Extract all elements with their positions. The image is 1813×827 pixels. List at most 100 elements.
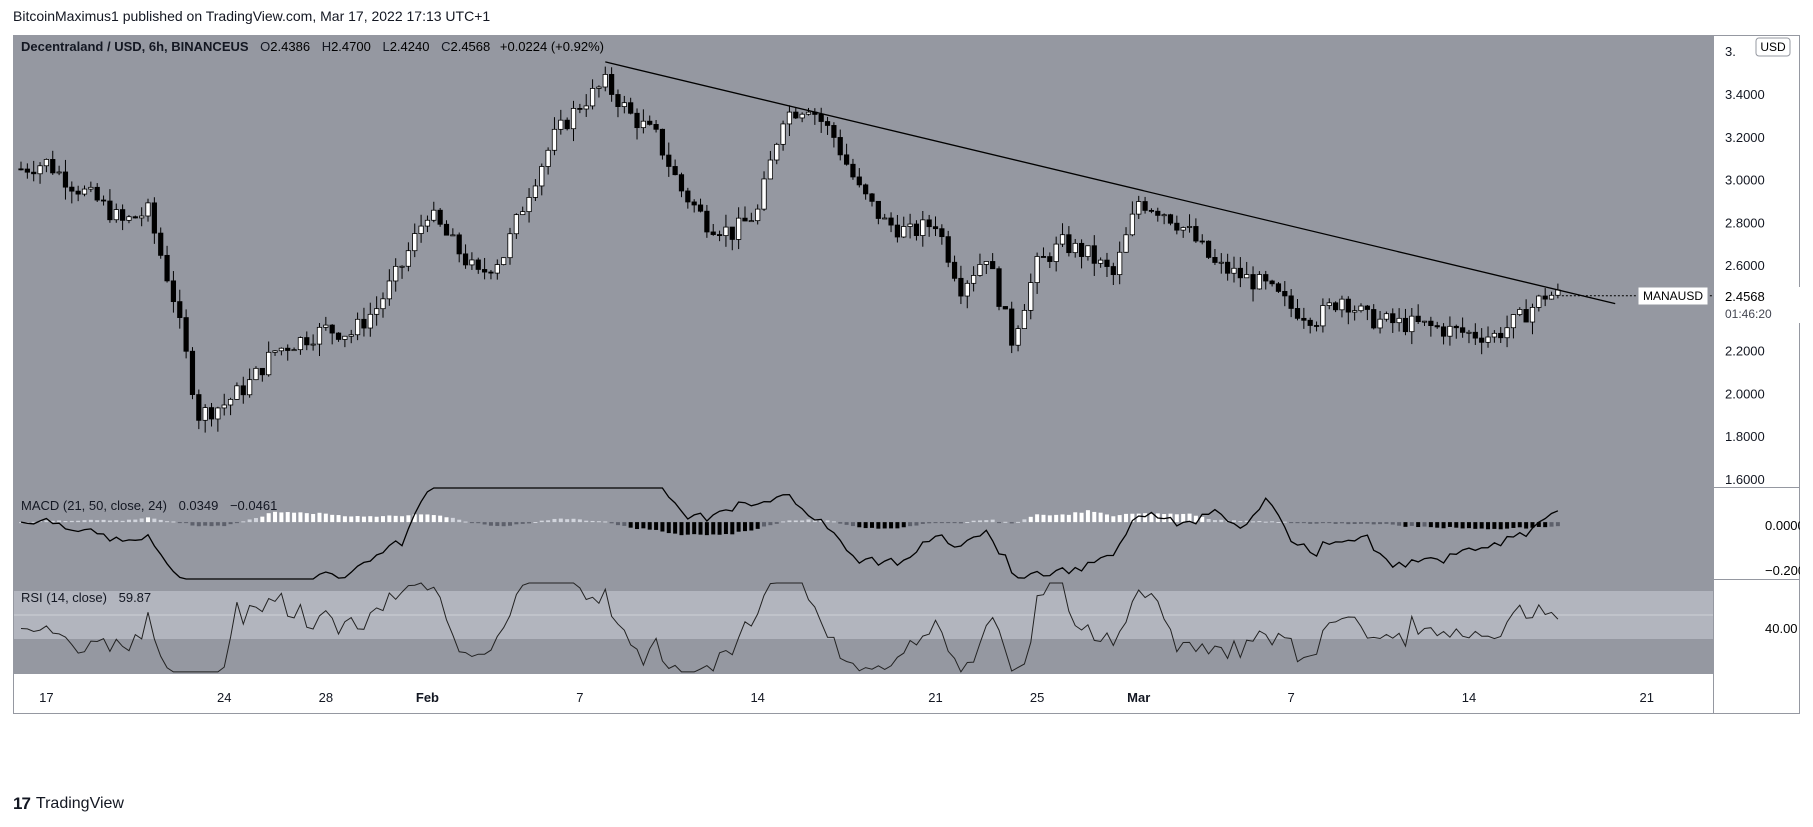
macd-bar (742, 522, 747, 532)
descending-trendline[interactable] (605, 61, 1616, 305)
macd-bar (577, 519, 582, 523)
candle-down (335, 332, 342, 340)
candle-down (1110, 266, 1116, 276)
publish-header: BitcoinMaximus1 published on TradingView… (13, 8, 491, 24)
macd-bar (1479, 522, 1484, 529)
candle-up (1548, 294, 1555, 300)
macd-tick-1: −0.2000 (1765, 563, 1800, 578)
macd-bar (495, 522, 500, 526)
candle-up (1218, 261, 1224, 264)
candle-down (1225, 261, 1231, 274)
macd-bar (730, 522, 735, 535)
price-axis[interactable] (1714, 35, 1800, 675)
macd-bar (126, 519, 131, 523)
macd-bar (342, 516, 347, 523)
time-tick-label: 14 (1462, 690, 1476, 705)
candle-down (850, 163, 856, 178)
candle-down (1047, 256, 1053, 262)
candle-up (1447, 325, 1453, 337)
macd-line (20, 487, 1559, 580)
candle-down (996, 268, 1002, 307)
macd-bar (1320, 522, 1325, 524)
macd-bar (273, 511, 278, 523)
macd-bar (717, 522, 722, 535)
macd-bar (412, 514, 417, 523)
candle-up (901, 226, 907, 238)
candle-up (1129, 213, 1135, 236)
price-tick-label: 3.2000 (1725, 130, 1765, 145)
chart-svg[interactable]: Decentraland / USD, 6h, BINANCEUS O2.438… (13, 35, 1812, 782)
time-tick-label: 7 (1288, 690, 1295, 705)
candle-down (329, 324, 335, 334)
macd-bar (539, 520, 544, 523)
candle-up (316, 326, 323, 345)
macd-bar (387, 515, 392, 523)
macd-bar (139, 518, 144, 523)
tradingview-logo-icon[interactable]: 17 (13, 794, 31, 813)
candle-up (399, 265, 405, 268)
macd-bar (603, 521, 608, 523)
macd-bar (654, 522, 659, 530)
price-pane[interactable] (13, 35, 1713, 487)
candle-up (621, 102, 627, 107)
countdown-label: 01:46:20 (1725, 307, 1772, 321)
last-price-label: 2.4568 (1725, 289, 1765, 304)
currency-badge[interactable] (1755, 37, 1791, 57)
footer-brand[interactable]: TradingView (35, 795, 124, 812)
candle-down (1269, 280, 1275, 285)
macd-bar (1212, 520, 1217, 523)
macd-bar (1041, 514, 1046, 523)
macd-bar (800, 520, 805, 523)
price-tick-label: 2.2000 (1725, 344, 1765, 359)
candle-down (831, 125, 837, 138)
time-tick-labels: 17 24 28 Feb 7 14 21 25 Mar 7 14 21 (39, 690, 1654, 705)
candle-down (615, 94, 621, 107)
candle-up (43, 159, 50, 167)
macd-title: MACD (21, 50, close, 24) (21, 498, 167, 513)
candle-down (164, 254, 170, 282)
price-tick-label: 3.0000 (1725, 173, 1765, 188)
macd-bar (844, 522, 849, 525)
macd-bar (1308, 522, 1313, 524)
macd-bar (787, 520, 792, 523)
macd-bar (615, 522, 620, 526)
candle-down (183, 317, 189, 352)
macd-bar (876, 522, 881, 529)
candle-up (354, 318, 361, 336)
candle-down (824, 121, 831, 126)
macd-bar (685, 522, 690, 535)
candle-up (1098, 259, 1104, 264)
candle-down (990, 261, 996, 270)
candle-down (1193, 226, 1199, 242)
macd-bar (31, 521, 36, 523)
candle-down (1460, 327, 1466, 333)
candle-up (1529, 306, 1536, 323)
macd-bar (660, 522, 665, 532)
macd-bar (355, 516, 360, 523)
macd-bar (438, 515, 443, 523)
legend-symbol: Decentraland / USD, 6h, BINANCEUS (21, 39, 249, 54)
macd-bar (146, 517, 151, 523)
macd-bar (920, 522, 925, 524)
macd-bar (1549, 522, 1554, 527)
macd-pane[interactable] (13, 488, 1713, 579)
macd-bar (234, 522, 239, 524)
candle-up (507, 233, 513, 259)
price-tick-label: 3.4000 (1725, 87, 1765, 102)
macd-histogram (19, 510, 1560, 536)
macd-bar (374, 516, 379, 523)
macd-bar (1511, 522, 1516, 528)
candle-down (1002, 306, 1008, 310)
candle-up (1072, 242, 1078, 254)
macd-bar (393, 515, 398, 523)
candle-down (1415, 315, 1421, 322)
candle-down (634, 112, 640, 129)
macd-bar (628, 522, 633, 528)
candle-up (278, 347, 284, 352)
time-axis[interactable] (13, 675, 1713, 714)
macd-bar (850, 522, 855, 527)
candle-down (475, 259, 481, 270)
candle-up (558, 119, 564, 130)
candle-down (1078, 242, 1085, 257)
candle-down (1364, 305, 1370, 310)
